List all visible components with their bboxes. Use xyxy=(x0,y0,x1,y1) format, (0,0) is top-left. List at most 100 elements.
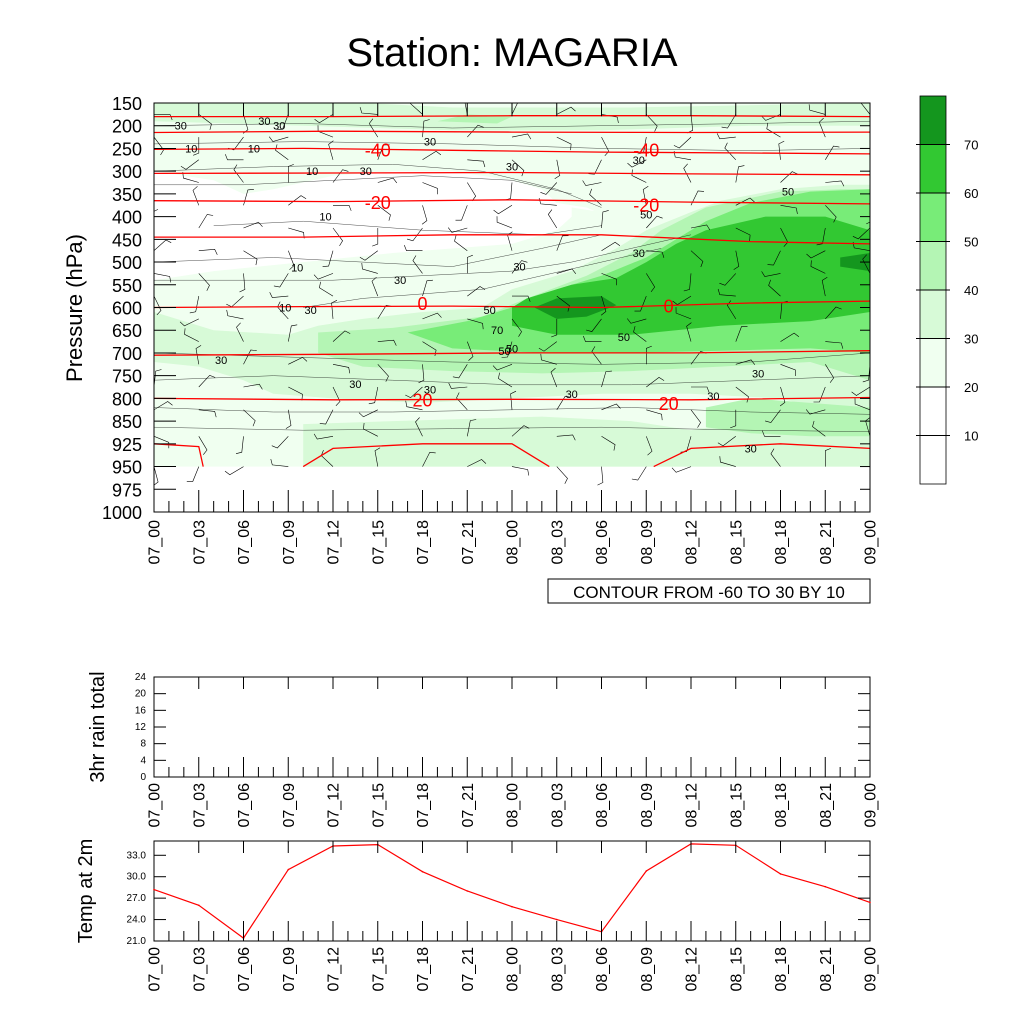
wind-barb xyxy=(683,163,692,183)
rain-total-plot: 0 4 8 12 16 20 24 07_00 07_03 07_06 07_09 07_12 07_1… xyxy=(87,671,880,827)
x-tick-label: 08_06 xyxy=(594,520,611,565)
humidity-contour-line xyxy=(154,407,870,415)
wind-barb xyxy=(271,436,289,449)
wind-barb xyxy=(825,145,840,160)
humidity-contour-label: 10 xyxy=(319,212,331,224)
wind-barb xyxy=(717,288,736,297)
wind-barb xyxy=(368,386,379,405)
wind-barb xyxy=(374,447,381,467)
rain-y-tick-label: 4 xyxy=(140,755,146,766)
wind-barb xyxy=(601,273,617,286)
temperature-point xyxy=(556,918,558,921)
x-tick-label: 08_09 xyxy=(639,783,656,828)
wind-barb xyxy=(538,341,557,352)
wind-barb xyxy=(717,436,736,447)
wind-barb xyxy=(554,159,561,179)
rain-y-axis-title: 3hr rain total xyxy=(87,671,109,782)
temperature-contour-line xyxy=(154,300,870,309)
x-tick-label: 07_03 xyxy=(191,520,208,565)
wind-barb xyxy=(869,159,870,160)
wind-barb xyxy=(182,172,199,183)
y-tick-label: 500 xyxy=(112,253,142,273)
wind-barb xyxy=(540,182,558,195)
wind-barb xyxy=(600,296,607,316)
wind-barb xyxy=(691,386,710,393)
humidity-contour-label: 30 xyxy=(215,355,227,367)
x-tick-label: 08_15 xyxy=(728,520,745,565)
wind-barb xyxy=(288,227,305,239)
wind-barb xyxy=(288,324,298,342)
x-tick-label: 08_00 xyxy=(505,947,522,992)
wind-barb xyxy=(198,436,208,455)
wind-barb xyxy=(276,114,289,130)
wind-barb xyxy=(601,436,616,451)
wind-barb xyxy=(825,205,837,223)
wind-barb xyxy=(288,195,307,206)
wind-barb xyxy=(601,241,621,251)
x-tick-label: 08_12 xyxy=(684,520,701,565)
temperature-contour-layer xyxy=(154,115,870,468)
wind-barb xyxy=(646,345,652,365)
wind-barb xyxy=(510,390,517,410)
wind-barb xyxy=(243,221,263,229)
wind-barb xyxy=(198,374,216,388)
wind-barb xyxy=(154,466,159,486)
y-tick-label: 300 xyxy=(112,162,142,182)
wind-barb xyxy=(591,346,602,365)
y-tick-label: 750 xyxy=(112,367,142,387)
wind-barb xyxy=(422,451,436,467)
wind-barb xyxy=(332,169,349,183)
wind-barb xyxy=(626,318,647,324)
wind-barb xyxy=(671,466,692,473)
humidity-contour-label: 30 xyxy=(258,116,270,128)
wind-barb xyxy=(454,235,468,251)
x-tick-label: 07_12 xyxy=(326,947,343,992)
humidity-contour-label: 10 xyxy=(248,143,260,155)
legend-swatch xyxy=(919,289,947,339)
wind-barb xyxy=(377,144,390,160)
time-axis: 07_00 07_03 07_06 07_09 07_12 07_15 07_18 07_21… xyxy=(147,103,880,565)
wind-barb xyxy=(195,345,202,365)
wind-barb xyxy=(869,135,870,138)
wind-barb xyxy=(780,364,796,377)
humidity-contour-line xyxy=(154,141,870,151)
wind-barb xyxy=(422,312,442,320)
humidity-contour-label: 30 xyxy=(349,379,361,391)
wind-barb xyxy=(646,215,663,229)
humidity-contour-label: 30 xyxy=(633,155,645,167)
wind-barb xyxy=(869,341,870,343)
wind-barb xyxy=(690,250,704,268)
wind-barb xyxy=(377,177,398,184)
wind-barb xyxy=(333,205,352,211)
x-tick-label: 09_00 xyxy=(863,947,880,992)
temperature-contour-line xyxy=(154,396,870,401)
wind-barb xyxy=(455,205,468,221)
wind-barb xyxy=(361,262,378,274)
humidity-contour-line xyxy=(154,375,870,386)
temperature-point xyxy=(824,885,827,888)
wind-barb xyxy=(154,273,172,283)
temp-y-tick-label: 33.0 xyxy=(127,850,147,861)
wind-barb xyxy=(768,279,781,297)
temp-y-tick-label: 24.0 xyxy=(127,915,147,926)
temp-y-axis-title: Temp at 2m xyxy=(75,839,97,943)
wind-barb xyxy=(501,341,513,358)
wind-barb xyxy=(540,353,557,365)
wind-barb xyxy=(779,386,786,407)
wind-barb xyxy=(412,255,423,274)
temperature-contour-line xyxy=(154,147,870,155)
wind-barb xyxy=(467,341,474,361)
wind-barb xyxy=(285,409,292,429)
wind-barb xyxy=(634,295,647,312)
wind-barb xyxy=(331,300,338,319)
wind-barb xyxy=(467,286,486,297)
wind-barb xyxy=(716,133,736,140)
wind-barb xyxy=(154,114,173,121)
humidity-contour-label: 70 xyxy=(491,325,503,337)
wind-barb xyxy=(319,409,334,425)
humidity-contour-label: 50 xyxy=(782,187,794,199)
wind-barb xyxy=(313,433,334,440)
wind-barb xyxy=(193,137,200,156)
humidity-color-legend: 10 20 30 40 50 60 70 xyxy=(916,95,978,485)
wind-barb xyxy=(233,164,244,183)
